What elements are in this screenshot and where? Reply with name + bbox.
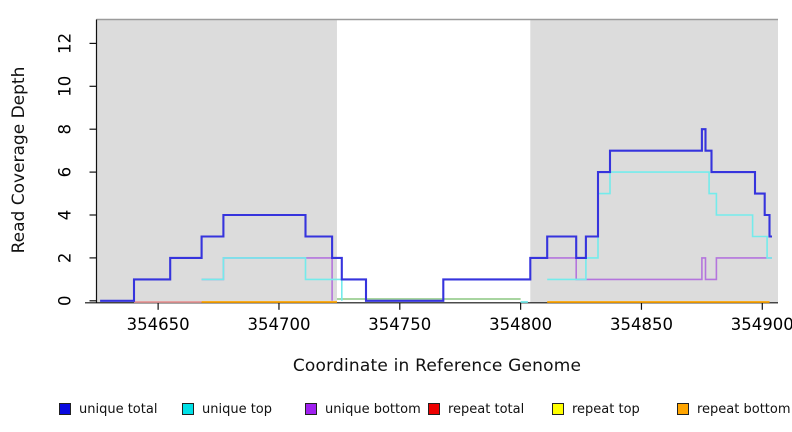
legend-item-unique-top: unique top xyxy=(182,398,272,420)
y-tick-label: 10 xyxy=(56,76,75,97)
legend-swatch-repeat-total xyxy=(428,403,440,415)
y-tick-label: 2 xyxy=(56,253,75,264)
legend-item-repeat-top: repeat top xyxy=(552,398,640,420)
legend-label-repeat-bottom: repeat bottom xyxy=(697,401,791,417)
legend-item-repeat-total: repeat total xyxy=(428,398,524,420)
legend-item-unique-bottom: unique bottom xyxy=(305,398,421,420)
legend-swatch-unique-top xyxy=(182,403,194,415)
series-unique-total xyxy=(100,128,772,302)
y-tick-label: 6 xyxy=(56,167,75,178)
x-axis-title: Coordinate in Reference Genome xyxy=(292,356,582,376)
y-tick-label: 4 xyxy=(56,210,75,221)
legend-label-repeat-top: repeat top xyxy=(572,401,640,417)
legend-swatch-repeat-top xyxy=(552,403,564,415)
legend: unique total unique top unique bottom repea… xyxy=(0,398,792,424)
y-axis-title: Read Coverage Depth xyxy=(9,66,29,254)
series-unique-top xyxy=(547,171,772,281)
x-tick-label: 354750 xyxy=(368,315,431,334)
x-tick-label: 354850 xyxy=(610,315,673,334)
aligned-region-left xyxy=(96,19,337,303)
legend-swatch-repeat-bottom xyxy=(677,403,689,415)
x-tick-label: 354650 xyxy=(127,315,190,334)
legend-swatch-unique-total xyxy=(59,403,71,415)
y-tick-label: 8 xyxy=(56,124,75,135)
legend-label-unique-top: unique top xyxy=(202,401,273,417)
legend-swatch-unique-bottom xyxy=(305,403,317,415)
y-tick-label: 12 xyxy=(56,33,75,54)
y-tick-label: 0 xyxy=(56,296,75,307)
series-unique-bottom xyxy=(530,257,772,281)
legend-label-repeat-total: repeat total xyxy=(448,401,525,417)
x-tick-label: 354800 xyxy=(489,315,552,334)
legend-item-repeat-bottom: repeat bottom xyxy=(677,398,791,420)
legend-item-unique-total: unique total xyxy=(59,398,157,420)
legend-label-unique-bottom: unique bottom xyxy=(325,401,421,417)
legend-label-unique-total: unique total xyxy=(79,401,158,417)
aligned-region-right xyxy=(530,19,778,303)
x-tick-label: 354900 xyxy=(731,315,792,334)
coverage-chart: 354650 354700 354750 354800 354850 354900 0 2 4 6… xyxy=(56,18,792,334)
x-tick-label: 354700 xyxy=(247,315,310,334)
